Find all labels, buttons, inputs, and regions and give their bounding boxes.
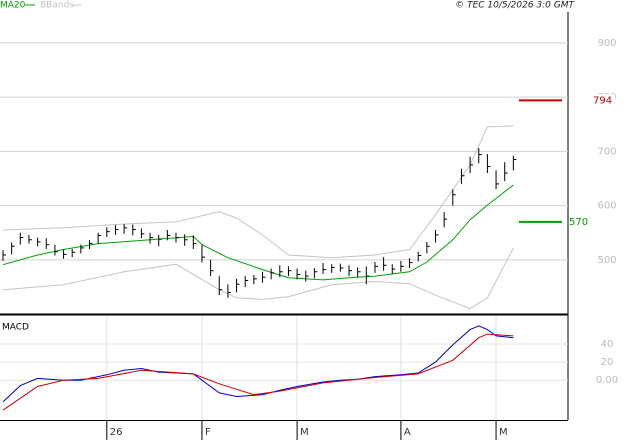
- y-tick-label: 700: [597, 146, 616, 157]
- band-lower: [2, 247, 514, 310]
- y-tick-label: 900: [597, 38, 616, 49]
- level-label-bg: [593, 94, 615, 107]
- ma-line: [2, 184, 514, 281]
- y-tick-label: 40: [601, 339, 614, 350]
- macd-line: [2, 333, 514, 411]
- level-label-bg: [569, 215, 591, 228]
- level-label: 794: [593, 95, 612, 106]
- source: © TEC 10/5/2026 3:0 GMT: [455, 1, 575, 11]
- y-tick-label: 0.00: [596, 375, 618, 386]
- macd-line: [2, 325, 514, 403]
- x-tick-label: F: [205, 427, 211, 438]
- macd-title: MACD: [2, 323, 29, 333]
- x-tick-label: 26: [110, 427, 123, 438]
- band-upper: [2, 125, 514, 259]
- legend-ma: MA20: [0, 1, 26, 11]
- level-label: 570: [569, 217, 588, 228]
- x-tick-label: A: [404, 427, 411, 438]
- x-tick-label: M: [499, 427, 508, 438]
- legend-bands: BBands: [40, 1, 74, 11]
- y-tick-label: 20: [601, 357, 614, 368]
- y-tick-label: 500: [597, 255, 616, 266]
- x-tick-label: M: [300, 427, 309, 438]
- y-tick-label: 600: [597, 201, 616, 212]
